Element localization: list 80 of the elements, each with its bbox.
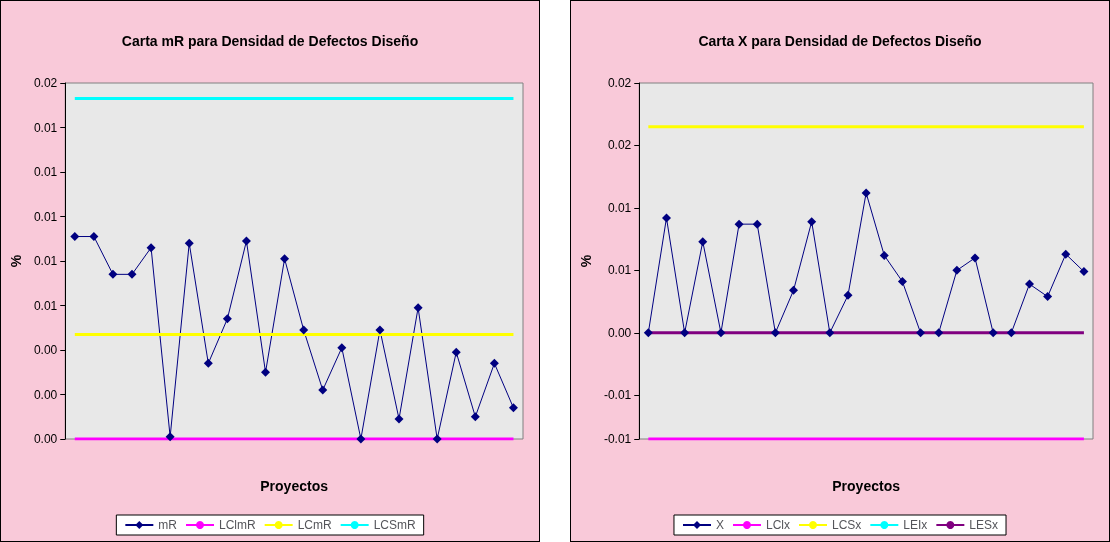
point — [1061, 249, 1071, 259]
point — [108, 269, 118, 279]
point — [127, 269, 137, 279]
chart-title: Carta X para Densidad de Defectos Diseño — [698, 33, 982, 49]
point — [643, 328, 653, 338]
point — [203, 358, 213, 368]
point — [825, 328, 835, 338]
legend-label: LCSx — [831, 518, 862, 532]
point — [734, 219, 744, 229]
point — [470, 412, 480, 422]
y-tick-label: 0.00 — [33, 432, 58, 446]
chart-title: Carta mR para Densidad de Defectos Diseño — [121, 33, 419, 49]
point — [1043, 292, 1053, 302]
point — [261, 367, 271, 377]
point — [70, 232, 80, 242]
y-tick-label: 0.01 — [607, 263, 632, 278]
y-tick-label: 0.02 — [607, 138, 632, 153]
point — [318, 385, 328, 395]
point — [508, 403, 518, 413]
point — [716, 328, 726, 338]
point — [752, 219, 762, 229]
y-tick-label: -0.01 — [603, 388, 632, 403]
point — [698, 237, 708, 247]
y-tick-label: 0.00 — [33, 343, 58, 357]
point — [394, 414, 404, 424]
point — [413, 303, 423, 313]
point — [661, 213, 671, 223]
y-tick-label: 0.01 — [33, 209, 58, 224]
point — [280, 254, 290, 264]
point — [184, 238, 194, 248]
point — [952, 265, 962, 275]
legend-label: LCmR — [297, 518, 332, 532]
point — [988, 328, 998, 338]
point — [375, 325, 385, 335]
legend-label: mR — [158, 518, 178, 532]
legend-label: LCSmR — [373, 518, 416, 532]
x-axis-title: Proyectos — [260, 478, 329, 494]
point — [241, 236, 251, 246]
y-tick-label: -0.01 — [603, 432, 632, 446]
x-axis-title: Proyectos — [832, 478, 901, 494]
y-tick-label: 0.01 — [33, 298, 58, 313]
point — [807, 217, 817, 227]
point — [489, 358, 499, 368]
point — [934, 328, 944, 338]
y-tick-label: 0.01 — [33, 120, 58, 135]
y-tick-label: 0.02 — [607, 76, 632, 90]
point — [1079, 267, 1089, 277]
point — [432, 434, 442, 444]
point — [222, 314, 232, 324]
point — [879, 250, 889, 260]
legend-label: X — [715, 518, 724, 532]
y-tick-label: 0.01 — [33, 165, 58, 179]
y-axis-title: % — [578, 254, 594, 268]
point — [451, 347, 461, 357]
legend-label: LESx — [969, 518, 999, 532]
point — [89, 232, 99, 242]
point — [897, 277, 907, 287]
point — [1024, 279, 1034, 289]
point — [970, 253, 980, 263]
point — [299, 325, 309, 335]
legend-label: LClmR — [218, 518, 256, 532]
y-tick-label: 0.02 — [33, 76, 58, 90]
point — [770, 328, 780, 338]
point — [789, 285, 799, 295]
point — [1006, 328, 1016, 338]
point — [165, 432, 175, 442]
point — [356, 434, 366, 444]
y-tick-label: 0.01 — [33, 254, 58, 268]
point — [861, 188, 871, 198]
point — [146, 243, 156, 253]
point — [680, 328, 690, 338]
point — [843, 290, 853, 300]
y-tick-label: 0.01 — [607, 200, 632, 215]
point — [916, 328, 926, 338]
y-axis-title: % — [8, 254, 24, 268]
y-tick-label: 0.00 — [33, 387, 58, 402]
legend-label: LClx — [765, 518, 790, 532]
y-tick-label: 0.00 — [607, 325, 632, 340]
point — [337, 343, 347, 353]
legend-label: LEIx — [903, 518, 928, 532]
